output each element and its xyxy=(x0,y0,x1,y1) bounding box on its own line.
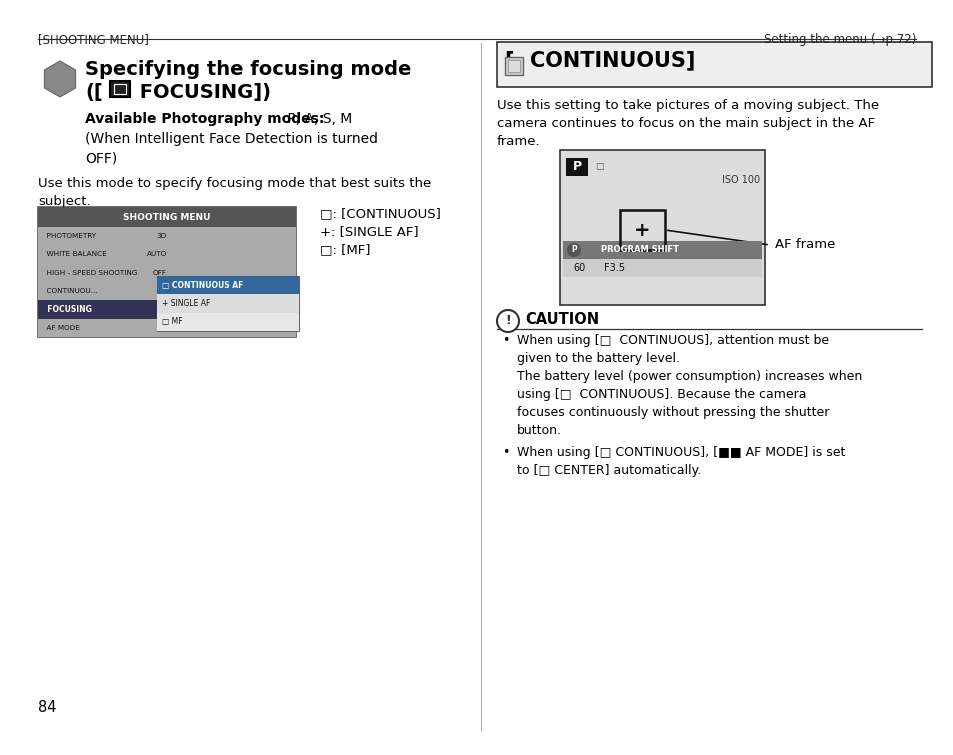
Text: The battery level (power consumption) increases when: The battery level (power consumption) in… xyxy=(517,370,862,383)
FancyBboxPatch shape xyxy=(497,42,931,87)
Text: FOCUSING: FOCUSING xyxy=(42,305,91,314)
Text: frame.: frame. xyxy=(497,135,540,148)
FancyBboxPatch shape xyxy=(38,227,295,337)
Text: F3.5: F3.5 xyxy=(604,263,625,273)
Text: focuses continuously without pressing the shutter: focuses continuously without pressing th… xyxy=(517,406,828,419)
Text: 60: 60 xyxy=(574,263,585,273)
Text: [SHOOTING MENU]: [SHOOTING MENU] xyxy=(38,33,149,46)
Text: OFF): OFF) xyxy=(85,151,117,165)
Text: FOCUSING]): FOCUSING]) xyxy=(132,83,271,102)
Text: HIGH - SPEED SHOOTING: HIGH - SPEED SHOOTING xyxy=(42,270,137,276)
Text: OFF: OFF xyxy=(153,270,167,276)
Text: given to the battery level.: given to the battery level. xyxy=(517,352,679,365)
FancyBboxPatch shape xyxy=(156,313,298,331)
FancyBboxPatch shape xyxy=(156,276,298,331)
Text: SHOOTING MENU: SHOOTING MENU xyxy=(123,212,211,221)
Text: Available Photography modes:: Available Photography modes: xyxy=(85,112,324,126)
Circle shape xyxy=(497,310,518,332)
Text: camera continues to focus on the main subject in the AF: camera continues to focus on the main su… xyxy=(497,117,874,130)
FancyBboxPatch shape xyxy=(156,276,298,294)
FancyBboxPatch shape xyxy=(38,207,295,337)
Text: Use this mode to specify focusing mode that best suits the: Use this mode to specify focusing mode t… xyxy=(38,177,431,190)
Text: CONTINUOUS]: CONTINUOUS] xyxy=(530,50,695,70)
Text: 3D: 3D xyxy=(156,233,167,239)
Polygon shape xyxy=(45,61,75,97)
Text: Use this setting to take pictures of a moving subject. The: Use this setting to take pictures of a m… xyxy=(497,99,879,112)
Text: □ CONTINUOUS AF: □ CONTINUOUS AF xyxy=(161,281,243,290)
Text: P: P xyxy=(571,245,577,254)
Text: !: ! xyxy=(504,315,511,328)
Text: □: □ xyxy=(595,162,603,171)
FancyBboxPatch shape xyxy=(38,207,295,227)
Circle shape xyxy=(566,243,580,257)
Text: AF MODE: AF MODE xyxy=(42,325,80,331)
Text: 84: 84 xyxy=(38,700,56,715)
Text: +: [SINGLE AF]: +: [SINGLE AF] xyxy=(319,225,418,238)
FancyBboxPatch shape xyxy=(562,241,761,259)
Text: •: • xyxy=(501,334,509,347)
Text: +: + xyxy=(634,220,650,239)
Text: AUTO: AUTO xyxy=(147,251,167,257)
Text: [: [ xyxy=(503,50,513,70)
Text: PHOTOMETRY: PHOTOMETRY xyxy=(42,233,96,239)
Text: CONTINUOU...: CONTINUOU... xyxy=(42,288,97,294)
FancyBboxPatch shape xyxy=(562,259,761,277)
Text: button.: button. xyxy=(517,424,561,437)
Text: subject.: subject. xyxy=(38,195,91,208)
Text: to [□ CENTER] automatically.: to [□ CENTER] automatically. xyxy=(517,464,700,477)
Text: □: [MF]: □: [MF] xyxy=(319,243,370,256)
FancyBboxPatch shape xyxy=(504,57,522,75)
Text: □ MF: □ MF xyxy=(161,317,182,326)
Text: + SINGLE AF: + SINGLE AF xyxy=(161,299,210,308)
Text: ISO 100: ISO 100 xyxy=(721,175,760,185)
Text: (When Intelligent Face Detection is turned: (When Intelligent Face Detection is turn… xyxy=(85,132,377,146)
FancyBboxPatch shape xyxy=(38,300,172,319)
FancyBboxPatch shape xyxy=(559,150,764,305)
FancyBboxPatch shape xyxy=(507,60,519,72)
Text: Specifying the focusing mode: Specifying the focusing mode xyxy=(85,60,411,79)
Text: □: [CONTINUOUS]: □: [CONTINUOUS] xyxy=(319,207,440,220)
Text: PROGRAM SHIFT: PROGRAM SHIFT xyxy=(600,245,679,254)
FancyBboxPatch shape xyxy=(156,294,298,313)
Text: When using [□ CONTINUOUS], [■■ AF MODE] is set: When using [□ CONTINUOUS], [■■ AF MODE] … xyxy=(517,446,844,459)
FancyBboxPatch shape xyxy=(565,158,587,176)
Text: Setting the menu (→p.72): Setting the menu (→p.72) xyxy=(762,33,915,46)
Text: P: P xyxy=(572,161,581,174)
FancyBboxPatch shape xyxy=(113,84,126,94)
Text: h: h xyxy=(117,85,123,94)
Text: CAUTION: CAUTION xyxy=(524,312,598,326)
Text: AF frame: AF frame xyxy=(774,239,835,251)
FancyBboxPatch shape xyxy=(110,81,130,97)
Text: •: • xyxy=(501,446,509,459)
Text: When using [□  CONTINUOUS], attention must be: When using [□ CONTINUOUS], attention mus… xyxy=(517,334,828,347)
Text: P, A, S, M: P, A, S, M xyxy=(283,112,352,126)
Text: ([: ([ xyxy=(85,83,103,102)
Text: WHITE BALANCE: WHITE BALANCE xyxy=(42,251,107,257)
Text: using [□  CONTINUOUS]. Because the camera: using [□ CONTINUOUS]. Because the camera xyxy=(517,388,805,401)
